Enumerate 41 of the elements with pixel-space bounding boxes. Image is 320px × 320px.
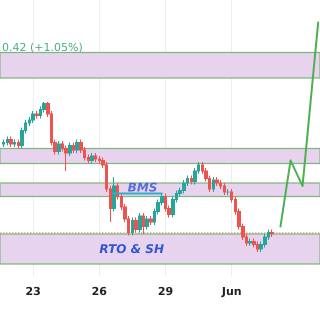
candlestick (2, 139, 5, 148)
x-tick-label: 29 (158, 285, 174, 298)
x-tick-label: 23 (25, 285, 41, 298)
candlestick (190, 175, 193, 185)
candlestick (98, 156, 101, 164)
candlestick (142, 212, 145, 234)
candlestick (226, 188, 230, 196)
candlestick (182, 180, 186, 194)
text: 0.42 (+1.05%) (2, 41, 83, 54)
candlestick (35, 110, 39, 119)
candlestick (223, 182, 226, 196)
x-tick-label: Jun (220, 285, 242, 298)
candlestick (68, 142, 72, 156)
x-tick-label: 26 (92, 285, 108, 298)
candlestick (75, 139, 79, 154)
candlestick (145, 216, 149, 230)
candlestick (6, 136, 9, 146)
candlestick (212, 176, 215, 192)
candlestick (90, 152, 94, 164)
candlestick (138, 212, 142, 233)
band-label: RTO & SH (99, 242, 164, 256)
candlestick (134, 217, 138, 233)
candlestick (31, 110, 35, 124)
candlestick (57, 140, 61, 155)
candlestick (248, 238, 252, 246)
candlestick (9, 136, 13, 148)
candlestick (270, 229, 274, 238)
candlestick (17, 139, 20, 149)
candlestick (131, 217, 134, 236)
candlestick (215, 176, 219, 186)
candlestick (39, 106, 42, 119)
candlestick (64, 145, 68, 172)
candlestick (263, 234, 267, 248)
annotation: BMS (128, 180, 158, 194)
candlestick (256, 241, 259, 252)
candlestick (94, 152, 97, 162)
candlestick (72, 142, 75, 154)
candlestick (252, 238, 256, 248)
candlestick (112, 176, 116, 212)
candlestick (13, 139, 16, 148)
candlestick (149, 216, 153, 226)
